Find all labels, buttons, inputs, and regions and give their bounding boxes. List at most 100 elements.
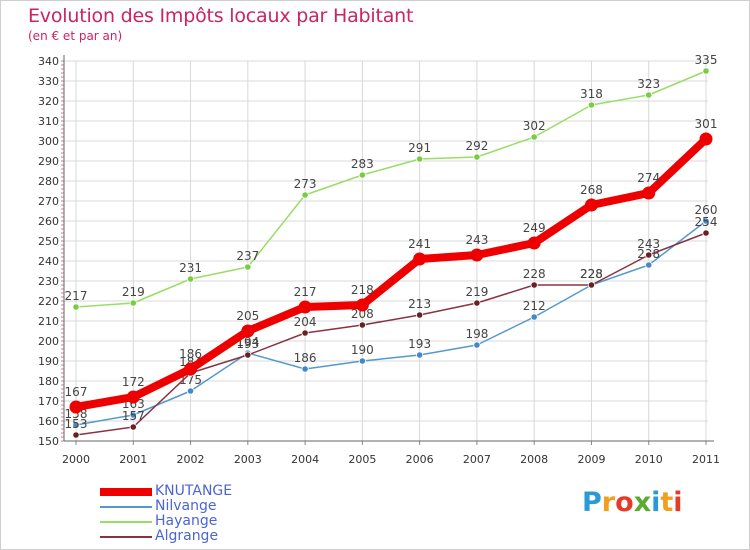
legend-swatch bbox=[100, 506, 152, 508]
data-label-knutange: 241 bbox=[408, 237, 431, 251]
y-tick-label: 290 bbox=[38, 155, 59, 168]
legend-item-nilvange: Nilvange bbox=[100, 498, 300, 514]
series-line-knutange bbox=[72, 135, 710, 411]
data-point-hayange bbox=[645, 91, 653, 99]
data-label-algrange: 208 bbox=[351, 307, 374, 321]
series-line-hayange bbox=[75, 70, 707, 308]
data-label-nilvange: 158 bbox=[65, 407, 88, 421]
data-label-algrange: 153 bbox=[65, 417, 88, 431]
data-point-hayange bbox=[473, 153, 481, 161]
y-tick-label: 220 bbox=[38, 295, 59, 308]
y-tick-label: 260 bbox=[38, 215, 59, 228]
data-point-algrange bbox=[645, 251, 653, 259]
data-label-nilvange: 228 bbox=[580, 267, 603, 281]
data-point-algrange bbox=[702, 229, 710, 237]
y-tick-label: 300 bbox=[38, 135, 59, 148]
data-point-knutange bbox=[355, 298, 369, 312]
data-label-nilvange: 175 bbox=[179, 373, 202, 387]
data-label-knutange: 249 bbox=[523, 221, 546, 235]
data-point-knutange bbox=[642, 186, 656, 200]
logo-letter: o bbox=[615, 487, 634, 518]
data-point-knutange bbox=[470, 248, 484, 262]
data-point-algrange bbox=[473, 299, 481, 307]
data-label-hayange: 292 bbox=[465, 139, 488, 153]
data-point-nilvange bbox=[645, 261, 653, 269]
data-point-knutange bbox=[241, 324, 255, 338]
legend-swatch bbox=[100, 521, 152, 523]
logo-letter: x bbox=[633, 487, 652, 518]
y-tick-label: 330 bbox=[38, 75, 59, 88]
y-tick-label: 200 bbox=[38, 335, 59, 348]
logo-letter: i bbox=[651, 487, 661, 518]
data-label-knutange: 243 bbox=[465, 233, 488, 247]
y-tick-label: 250 bbox=[38, 235, 59, 248]
y-tick-label: 190 bbox=[38, 355, 59, 368]
logo-letter: t bbox=[660, 487, 674, 518]
data-label-knutange: 186 bbox=[179, 347, 202, 361]
y-tick-label: 160 bbox=[38, 415, 59, 428]
data-point-knutange bbox=[184, 362, 198, 376]
data-label-hayange: 283 bbox=[351, 157, 374, 171]
x-tick-label: 2003 bbox=[234, 453, 262, 466]
data-point-nilvange bbox=[416, 351, 424, 359]
data-label-algrange: 219 bbox=[465, 285, 488, 299]
data-point-algrange bbox=[530, 281, 538, 289]
data-point-nilvange bbox=[358, 357, 366, 365]
data-point-nilvange bbox=[129, 411, 137, 419]
logo-letter: i bbox=[673, 487, 683, 518]
proxiti-logo: Proxiti bbox=[582, 487, 683, 518]
legend-item-knutange: KNUTANGE bbox=[100, 483, 300, 499]
data-label-hayange: 323 bbox=[637, 77, 660, 91]
data-point-algrange bbox=[587, 281, 596, 289]
x-tick-label: 2002 bbox=[177, 453, 205, 466]
x-tick-label: 2000 bbox=[62, 453, 90, 466]
y-tick-label: 320 bbox=[38, 95, 59, 108]
data-label-hayange: 217 bbox=[65, 289, 88, 303]
data-point-algrange bbox=[129, 423, 137, 431]
y-tick-label: 230 bbox=[38, 275, 59, 288]
legend-label: KNUTANGE bbox=[155, 483, 233, 499]
data-point-hayange bbox=[186, 275, 195, 283]
data-label-knutange: 274 bbox=[637, 171, 660, 185]
data-label-hayange: 291 bbox=[408, 141, 431, 155]
data-label-nilvange: 212 bbox=[523, 299, 546, 313]
data-point-knutange bbox=[413, 252, 427, 266]
x-tick-label: 2009 bbox=[577, 453, 605, 466]
data-point-knutange bbox=[126, 390, 140, 404]
data-label-nilvange: 193 bbox=[408, 337, 431, 351]
x-tick-label: 2008 bbox=[520, 453, 548, 466]
legend: KNUTANGE Nilvange Hayange Algrange bbox=[100, 483, 300, 544]
data-label-knutange: 172 bbox=[122, 375, 145, 389]
data-point-algrange bbox=[358, 321, 366, 329]
data-point-hayange bbox=[587, 101, 596, 109]
data-label-knutange: 218 bbox=[351, 283, 374, 297]
data-label-nilvange: 186 bbox=[294, 351, 317, 365]
data-point-nilvange bbox=[530, 313, 538, 321]
data-point-knutange bbox=[69, 400, 83, 414]
data-label-hayange: 219 bbox=[122, 285, 145, 299]
y-tick-label: 270 bbox=[38, 195, 59, 208]
data-label-algrange: 157 bbox=[122, 409, 145, 423]
data-point-hayange bbox=[72, 303, 80, 311]
x-tick-label: 2005 bbox=[348, 453, 376, 466]
data-label-knutange: 268 bbox=[580, 183, 603, 197]
data-label-nilvange: 260 bbox=[695, 203, 718, 217]
data-label-knutange: 167 bbox=[65, 385, 88, 399]
data-point-knutange bbox=[699, 132, 713, 146]
legend-item-hayange: Hayange bbox=[100, 513, 300, 529]
y-tick-label: 310 bbox=[38, 115, 59, 128]
data-label-knutange: 217 bbox=[294, 285, 317, 299]
data-label-nilvange: 190 bbox=[351, 343, 374, 357]
x-tick-label: 2004 bbox=[291, 453, 319, 466]
data-point-algrange bbox=[244, 351, 252, 359]
data-label-algrange: 213 bbox=[408, 297, 431, 311]
data-point-knutange bbox=[298, 300, 312, 314]
y-tick-label: 170 bbox=[38, 395, 59, 408]
legend-label: Hayange bbox=[155, 513, 218, 529]
data-point-algrange bbox=[72, 431, 80, 439]
legend-item-algrange: Algrange bbox=[100, 528, 300, 544]
x-tick-label: 2010 bbox=[635, 453, 663, 466]
y-tick-label: 210 bbox=[38, 315, 59, 328]
y-tick-label: 180 bbox=[38, 375, 59, 388]
data-point-nilvange bbox=[72, 421, 80, 429]
